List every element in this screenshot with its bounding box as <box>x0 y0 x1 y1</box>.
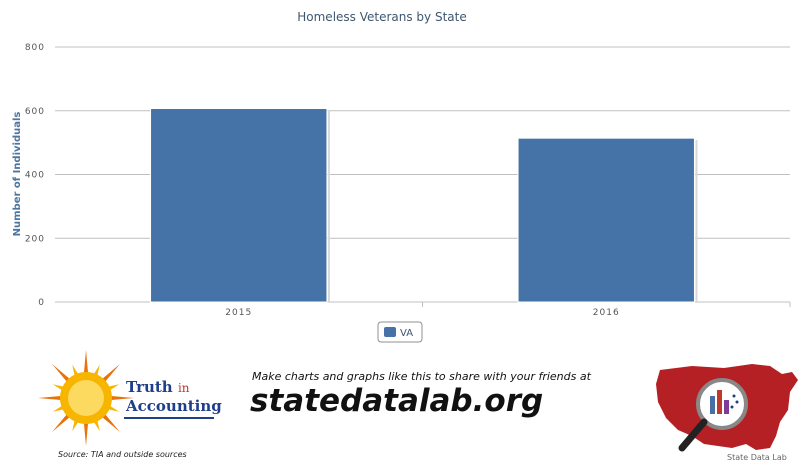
y-tick-label: 0 <box>38 298 45 308</box>
bar-2016[interactable] <box>517 137 695 303</box>
sun-icon <box>38 350 134 446</box>
y-axis-title: Number of Individuals <box>12 112 23 237</box>
magnifier-handle <box>678 418 708 452</box>
state-data-lab-caption: State Data Lab <box>727 453 787 462</box>
promo-url-link[interactable]: statedatalab.org <box>250 383 544 419</box>
state-data-lab-logo[interactable] <box>652 352 800 462</box>
logo-accounting-text: Accounting <box>126 397 222 415</box>
source-note: Source: TIA and outside sources <box>58 450 187 459</box>
y-axis-ticks: 0 200 400 600 800 <box>25 43 45 308</box>
chart-title: Homeless Veterans by State <box>297 10 466 24</box>
bar-shadow <box>695 140 698 302</box>
logo-truth-text: Truth in <box>126 378 190 396</box>
y-tick-label: 600 <box>25 107 45 117</box>
legend[interactable]: VA <box>377 321 423 343</box>
y-tick-label: 200 <box>25 234 45 244</box>
bar-2015[interactable] <box>150 108 328 303</box>
x-tick-label: 2015 <box>225 308 252 318</box>
promo-text: Make charts and graphs like this to shar… <box>252 370 591 383</box>
legend-swatch-va <box>384 327 396 337</box>
truth-in-accounting-logo[interactable]: Truth in Accounting Source: TIA and outs… <box>0 346 235 467</box>
y-tick-label: 400 <box>25 171 45 181</box>
bar-shadow <box>327 110 330 302</box>
bars <box>150 108 698 303</box>
logo-underline <box>124 417 214 419</box>
chart: Homeless Veterans by State 0 200 400 600 800… <box>12 10 791 343</box>
x-tick-label: 2016 <box>593 308 620 318</box>
x-axis-ticks: 2015 2016 <box>225 302 791 318</box>
y-tick-label: 800 <box>25 43 45 53</box>
legend-label-va: VA <box>400 328 413 339</box>
footer-banner: Truth in Accounting Source: TIA and outs… <box>0 346 800 467</box>
